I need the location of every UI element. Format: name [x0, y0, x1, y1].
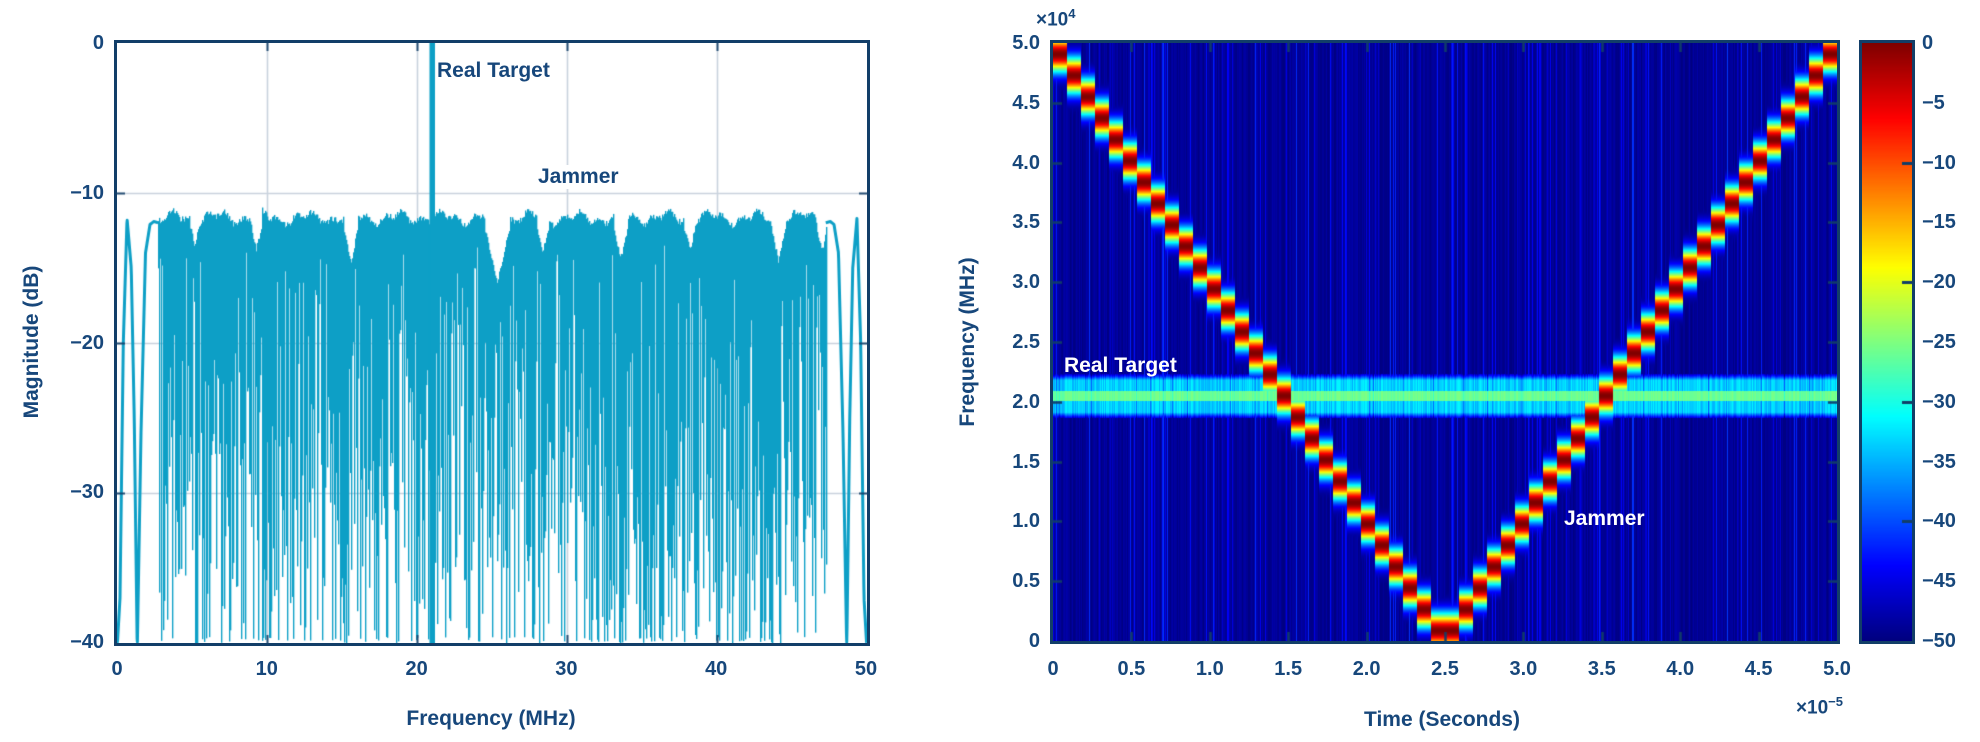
tick-label: −25 [1922, 331, 1956, 353]
x-exponent-power: −5 [1828, 694, 1843, 709]
tick-label: 4.0 [1012, 151, 1040, 174]
spectrum-canvas [117, 43, 867, 643]
tick-label: 1.0 [1012, 510, 1040, 533]
tick-label: 3.0 [1509, 658, 1538, 680]
tick-label: 0 [1028, 630, 1040, 652]
tick-label: 5.0 [1012, 32, 1040, 54]
tick-label: −50 [1922, 630, 1956, 652]
tick-label: 0 [1922, 32, 1934, 54]
tick-label: 2.0 [1012, 390, 1040, 413]
tick-label: 3.5 [1587, 658, 1616, 680]
tick-label: 1.5 [1274, 658, 1303, 680]
left-xaxis-title: Frequency (MHz) [406, 707, 576, 730]
right-y-exponent: ×104 [1036, 6, 1075, 31]
tick-label: −40 [1922, 510, 1956, 533]
right-annotation-jammer: Jammer [1564, 507, 1645, 530]
tick-label: −20 [70, 331, 104, 354]
tick-label: −30 [1922, 390, 1956, 413]
tick-label: 2.5 [1431, 658, 1459, 680]
spectrogram-canvas [1053, 43, 1837, 641]
right-annotation-real-target: Real Target [1064, 354, 1177, 377]
colorbar-canvas [1862, 43, 1912, 641]
tick-label: 4.5 [1744, 658, 1773, 680]
tick-label: 2.0 [1352, 658, 1381, 680]
tick-label: 0.5 [1012, 570, 1040, 593]
y-exponent-base: ×10 [1036, 9, 1069, 31]
right-xaxis-title: Time (Seconds) [1364, 708, 1520, 731]
tick-label: 0 [111, 658, 123, 680]
tick-label: −10 [1922, 151, 1956, 174]
tick-label: 0.5 [1117, 658, 1146, 680]
left-yaxis-title: Magnitude (dB) [20, 265, 43, 419]
tick-label: 30 [555, 658, 578, 680]
tick-label: 2.5 [1012, 331, 1040, 353]
left-annotation-jammer: Jammer [533, 165, 624, 189]
left-annotation-real-target: Real Target [437, 59, 550, 82]
tick-label: −35 [1922, 450, 1956, 473]
tick-label: −20 [1922, 271, 1956, 294]
x-exponent-base: ×10 [1795, 697, 1829, 719]
tick-label: −10 [70, 181, 104, 204]
tick-label: 40 [705, 658, 728, 680]
tick-label: 1.0 [1195, 658, 1224, 680]
tick-label: 3.5 [1012, 211, 1040, 234]
y-exponent-power: 4 [1068, 6, 1076, 21]
tick-label: 3.0 [1012, 271, 1040, 294]
tick-label: −30 [70, 481, 104, 504]
tick-label: 5.0 [1823, 658, 1851, 680]
tick-label: 10 [255, 658, 278, 680]
tick-label: 20 [405, 658, 428, 680]
tick-label: 4.0 [1666, 658, 1695, 680]
tick-label: 0 [1047, 658, 1059, 680]
tick-label: 1.5 [1012, 450, 1040, 473]
tick-label: −15 [1922, 211, 1956, 234]
tick-label: −5 [1922, 91, 1945, 114]
tick-label: 50 [854, 658, 878, 680]
right-x-exponent: ×10−5 [1750, 694, 1843, 719]
right-yaxis-title: Frequency (MHz) [956, 257, 979, 427]
tick-label: −40 [70, 631, 104, 653]
tick-label: 4.5 [1012, 91, 1040, 114]
tick-label: −45 [1922, 570, 1956, 593]
tick-label: 0 [92, 32, 104, 54]
